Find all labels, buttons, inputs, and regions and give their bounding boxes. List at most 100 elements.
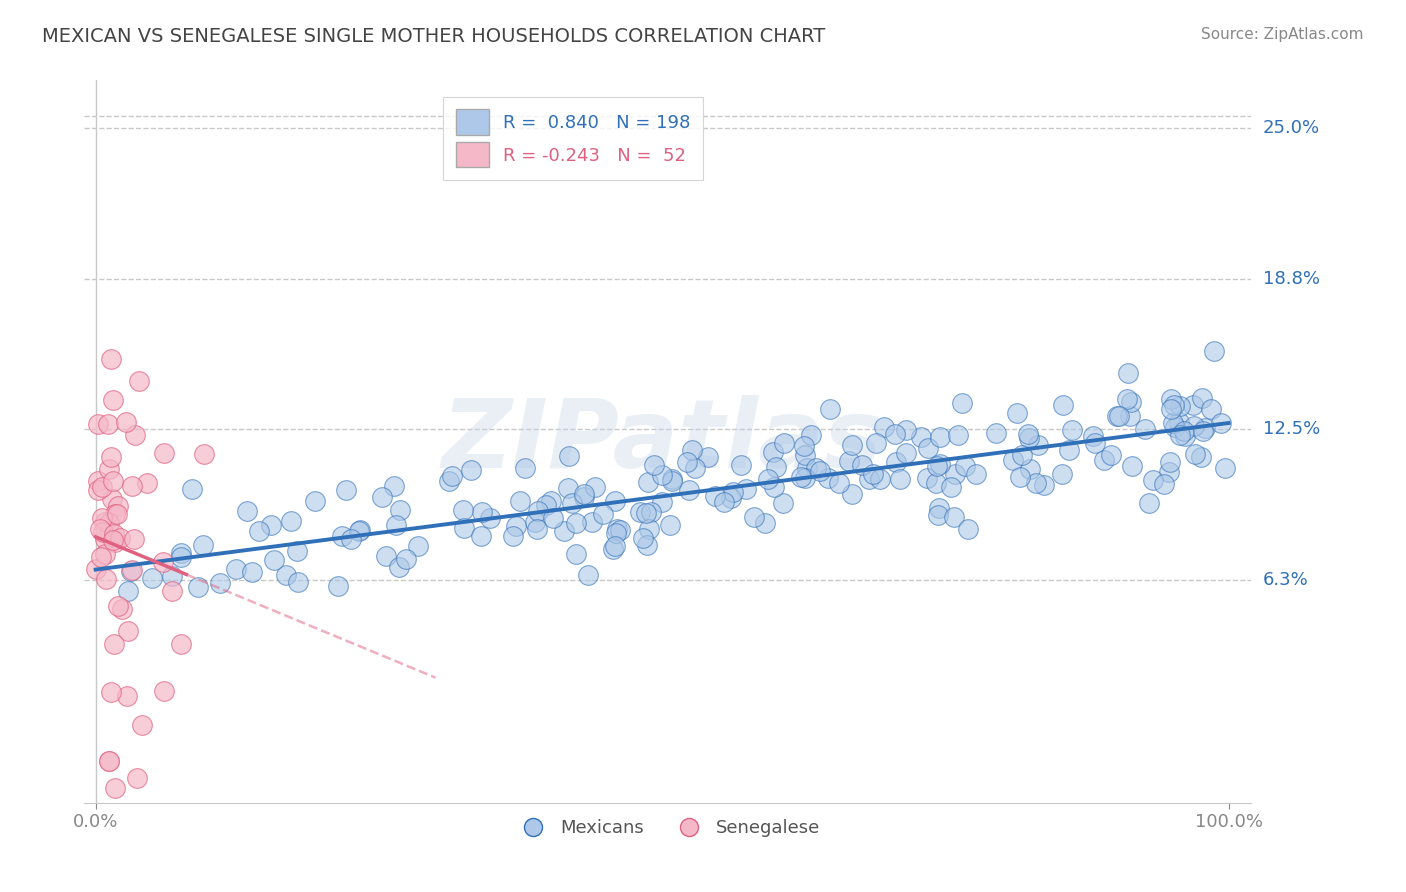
Point (1081, 429, 1104, 443)
Point (101, 474, 124, 488)
Point (796, 461, 818, 475)
Point (115, 689, 138, 703)
Point (502, 529, 524, 543)
Point (1060, 423, 1083, 437)
Point (191, 539, 214, 553)
Point (124, 428, 146, 442)
Point (1137, 495, 1160, 509)
Point (371, 490, 394, 504)
Point (865, 436, 887, 450)
Point (86, 417, 108, 431)
Point (1026, 438, 1049, 452)
Point (1052, 399, 1074, 413)
Point (1189, 450, 1212, 465)
Point (1164, 419, 1187, 434)
Point (561, 496, 583, 510)
Point (828, 475, 851, 490)
Point (553, 524, 575, 539)
Point (605, 526, 627, 541)
Point (1084, 435, 1107, 450)
Point (236, 504, 259, 518)
Point (105, 507, 128, 521)
Point (471, 506, 494, 520)
Point (103, 637, 125, 651)
Point (526, 522, 548, 536)
Point (1170, 427, 1192, 442)
Point (735, 482, 758, 496)
Point (558, 449, 581, 463)
Point (141, 571, 163, 585)
Point (704, 489, 727, 503)
Point (862, 467, 884, 481)
Point (744, 510, 766, 524)
Point (939, 480, 962, 494)
Point (730, 458, 752, 473)
Point (576, 568, 599, 582)
Point (451, 503, 474, 517)
Point (100, 450, 122, 464)
Point (280, 514, 302, 528)
Point (287, 574, 309, 589)
Point (1135, 421, 1157, 435)
Point (592, 507, 614, 521)
Point (1160, 401, 1182, 416)
Point (640, 504, 662, 518)
Point (953, 458, 976, 473)
Point (763, 480, 786, 494)
Point (634, 506, 657, 520)
Point (91, 480, 114, 494)
Point (90, 550, 112, 565)
Text: 6.3%: 6.3% (1263, 571, 1309, 589)
Point (1107, 409, 1129, 423)
Point (1007, 406, 1029, 420)
Legend: Mexicans, Senegalese: Mexicans, Senegalese (508, 812, 828, 845)
Point (152, 684, 174, 698)
Point (127, 771, 149, 785)
Point (225, 562, 247, 576)
Point (1121, 458, 1143, 473)
Point (193, 448, 215, 462)
Point (534, 498, 557, 512)
Point (1018, 431, 1040, 445)
Point (1008, 470, 1031, 484)
Point (928, 430, 950, 444)
Point (152, 446, 174, 460)
Point (100, 685, 122, 699)
Point (104, 781, 127, 796)
Point (131, 717, 153, 731)
Text: ZIPatlas: ZIPatlas (441, 395, 883, 488)
Point (1032, 478, 1054, 492)
Point (117, 584, 139, 599)
Point (1167, 415, 1189, 429)
Text: MEXICAN VS SENEGALESE SINGLE MOTHER HOUSEHOLDS CORRELATION CHART: MEXICAN VS SENEGALESE SINGLE MOTHER HOUS… (42, 27, 825, 45)
Point (659, 517, 682, 532)
Point (1182, 397, 1205, 411)
Point (565, 516, 588, 530)
Point (841, 486, 863, 500)
Point (509, 494, 531, 508)
Point (395, 552, 418, 566)
Point (97, 462, 120, 476)
Point (374, 549, 396, 564)
Point (152, 556, 174, 570)
Point (793, 470, 815, 484)
Point (661, 474, 683, 488)
Point (187, 581, 209, 595)
Point (170, 546, 193, 560)
Point (820, 402, 842, 417)
Point (86, 562, 108, 576)
Point (98, 516, 121, 530)
Point (470, 529, 492, 543)
Point (1168, 399, 1191, 413)
Point (437, 474, 460, 488)
Point (527, 504, 550, 518)
Point (790, 470, 813, 484)
Point (685, 461, 707, 475)
Point (572, 491, 595, 505)
Point (96, 572, 118, 586)
Point (1192, 424, 1215, 438)
Point (800, 428, 823, 442)
Point (1202, 344, 1225, 359)
Point (1191, 391, 1213, 405)
Point (1099, 448, 1122, 462)
